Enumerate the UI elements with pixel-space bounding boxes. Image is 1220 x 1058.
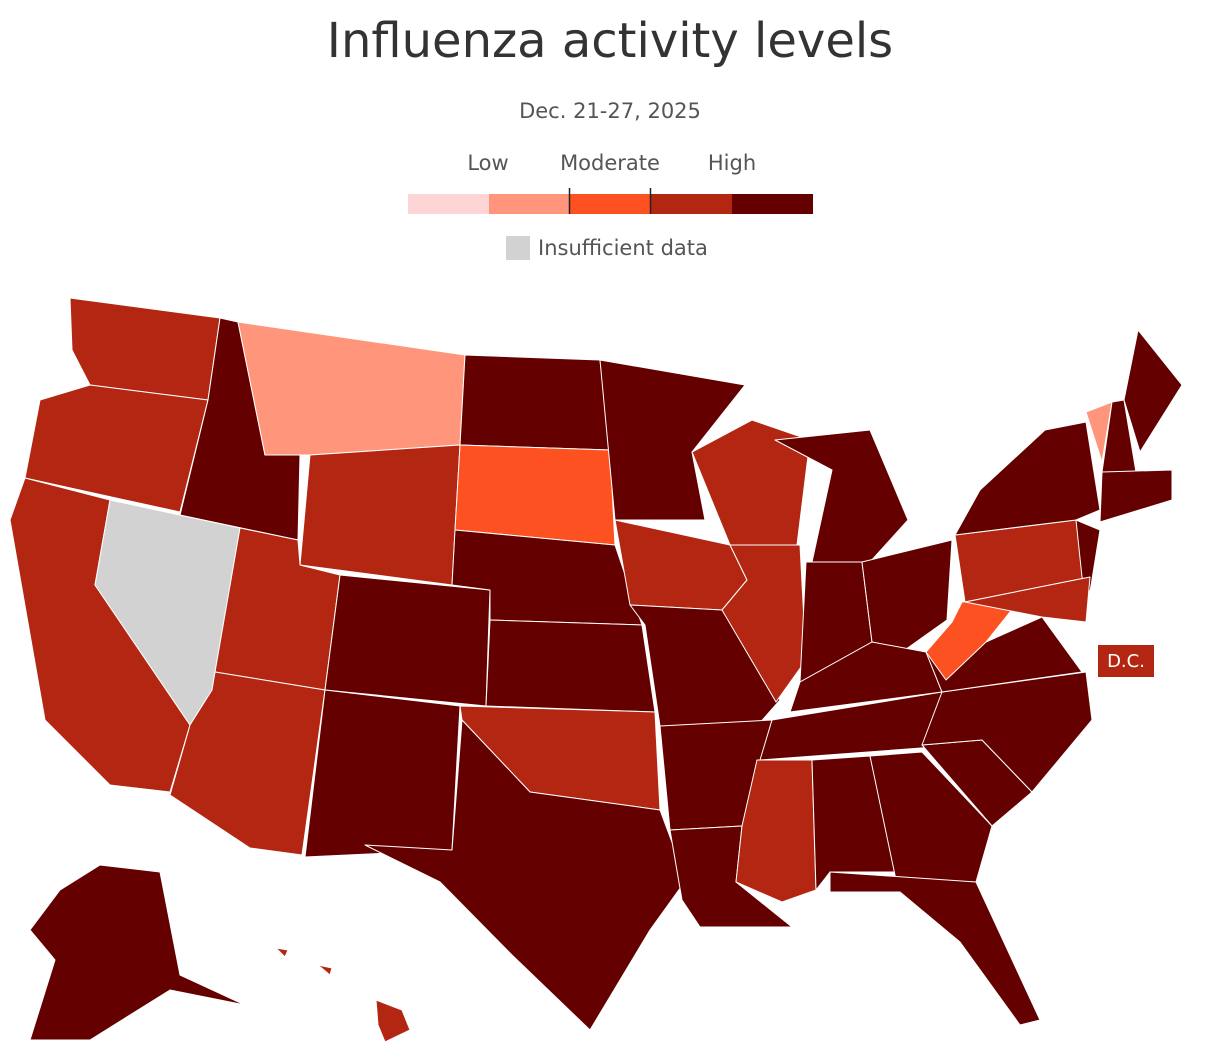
states: D.C. (9, 297, 1183, 1043)
dc-label-box (1098, 645, 1154, 677)
state (275, 947, 289, 958)
state (324, 574, 491, 707)
state (954, 421, 1101, 536)
state (364, 719, 687, 1031)
state (869, 751, 993, 883)
state (485, 619, 656, 713)
legend-swatch (570, 194, 651, 214)
legend-swatch (651, 194, 732, 214)
dc-label: D.C. (1107, 651, 1145, 672)
state (811, 755, 897, 891)
state (829, 871, 1041, 1026)
legend-swatch (489, 194, 570, 214)
state (1085, 401, 1113, 463)
state (861, 539, 953, 653)
title: Influenza activity levels (327, 13, 893, 69)
state (375, 999, 411, 1043)
state (237, 321, 466, 456)
subtitle: Dec. 21-27, 2025 (519, 99, 701, 123)
state (454, 444, 616, 546)
state (24, 384, 209, 513)
legend-label: Low (467, 151, 508, 175)
state (1099, 469, 1173, 523)
state (459, 354, 611, 451)
state (964, 576, 1091, 623)
legend-label: High (708, 151, 756, 175)
state (317, 964, 333, 976)
state (599, 359, 746, 521)
state (1123, 329, 1183, 453)
legend: Low Moderate High Insufficient data (408, 151, 813, 260)
state (721, 544, 807, 703)
legend-swatch (408, 194, 489, 214)
state (299, 444, 461, 586)
state (169, 671, 326, 856)
state (304, 689, 461, 858)
legend-swatch (732, 194, 813, 214)
state (921, 671, 1093, 793)
state (29, 864, 246, 1041)
insufficient-swatch (506, 236, 530, 260)
state (691, 419, 811, 546)
state (1075, 519, 1101, 593)
state (69, 297, 221, 401)
legend-label: Moderate (560, 151, 660, 175)
insufficient-label: Insufficient data (538, 236, 708, 260)
